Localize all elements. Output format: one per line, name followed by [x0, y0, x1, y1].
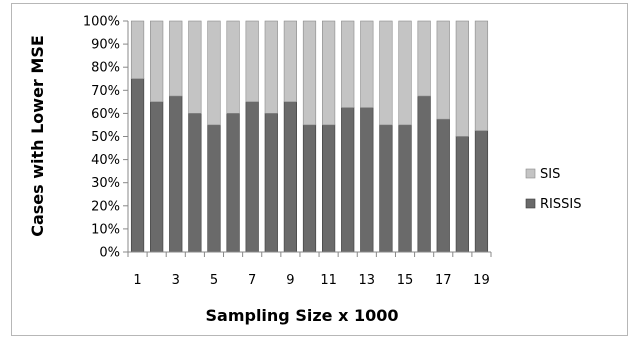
- bar-rissis-1: [131, 79, 144, 252]
- bar-sis-6: [227, 21, 240, 113]
- legend-label-sis: SIS: [540, 167, 560, 182]
- y-tick-label: 80%: [91, 61, 120, 76]
- y-tick-label: 30%: [91, 176, 120, 191]
- y-tick-label: 0%: [99, 246, 120, 261]
- x-tick-label: 9: [286, 273, 294, 288]
- bar-sis-11: [322, 21, 335, 125]
- bar-rissis-19: [475, 131, 488, 252]
- legend: SIS RISSIS: [526, 167, 581, 212]
- y-tick-label: 70%: [91, 84, 120, 99]
- y-axis-title: Cases with Lower MSE: [28, 35, 47, 237]
- bar-rissis-4: [189, 113, 202, 252]
- bar-sis-13: [361, 21, 374, 108]
- y-tick-label: 20%: [91, 199, 120, 214]
- bar-sis-16: [418, 21, 431, 96]
- x-tick-label: 11: [320, 273, 337, 288]
- x-tick-label: 13: [359, 273, 376, 288]
- bar-sis-14: [380, 21, 393, 125]
- x-tick-label: 1: [133, 273, 141, 288]
- bar-sis-18: [456, 21, 469, 137]
- y-tick-label: 90%: [91, 38, 120, 53]
- bar-rissis-15: [399, 125, 412, 252]
- x-tick-labels: 1 3 5 7 9 11 13 15 17 19: [133, 273, 489, 288]
- legend-swatch-sis: [526, 169, 535, 178]
- bar-sis-5: [208, 21, 221, 125]
- bar-sis-2: [150, 21, 163, 102]
- bar-rissis-5: [208, 125, 221, 252]
- y-tick-label: 40%: [91, 153, 120, 168]
- y-tick-label: 50%: [91, 130, 120, 145]
- bar-rissis-16: [418, 96, 431, 252]
- bar-rissis-9: [284, 102, 297, 252]
- bar-rissis-10: [303, 125, 316, 252]
- y-tick-labels: 0% 10% 20% 30% 40% 50% 60% 70% 80% 90% 100%: [83, 15, 120, 261]
- bar-rissis-11: [322, 125, 335, 252]
- bar-sis-19: [475, 21, 488, 131]
- bar-rissis-14: [380, 125, 393, 252]
- bar-sis-12: [341, 21, 354, 108]
- x-tick-label: 17: [435, 273, 452, 288]
- bar-rissis-3: [169, 96, 182, 252]
- bar-sis-8: [265, 21, 278, 113]
- bar-rissis-13: [361, 108, 374, 252]
- bar-rissis-7: [246, 102, 259, 252]
- bar-rissis-8: [265, 113, 278, 252]
- x-axis-title: Sampling Size x 1000: [206, 306, 399, 325]
- bar-rissis-6: [227, 113, 240, 252]
- y-tick-label: 60%: [91, 107, 120, 122]
- bar-rissis-17: [437, 119, 450, 252]
- bar-rissis-18: [456, 137, 469, 253]
- legend-swatch-rissis: [526, 199, 535, 208]
- x-tick-label: 15: [397, 273, 414, 288]
- bar-sis-10: [303, 21, 316, 125]
- bar-sis-3: [169, 21, 182, 96]
- legend-label-rissis: RISSIS: [540, 197, 581, 212]
- bar-sis-17: [437, 21, 450, 119]
- x-tick-label: 3: [172, 273, 180, 288]
- bar-sis-15: [399, 21, 412, 125]
- y-tick-label: 100%: [83, 15, 120, 30]
- bar-sis-9: [284, 21, 297, 102]
- bar-rissis-12: [341, 108, 354, 252]
- bar-rissis-2: [150, 102, 163, 252]
- x-tick-label: 19: [473, 273, 490, 288]
- bars-group: [131, 21, 487, 252]
- bar-sis-7: [246, 21, 259, 102]
- bar-sis-4: [189, 21, 202, 113]
- y-tick-label: 10%: [91, 222, 120, 237]
- x-tick-label: 5: [210, 273, 218, 288]
- bar-sis-1: [131, 21, 144, 79]
- x-tick-label: 7: [248, 273, 256, 288]
